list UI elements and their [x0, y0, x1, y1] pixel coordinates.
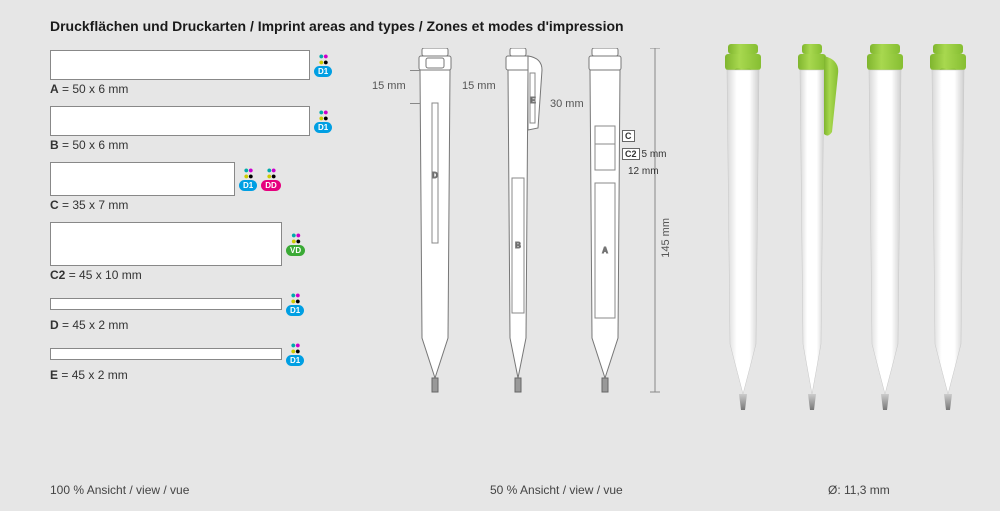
svg-text:A: A	[602, 246, 608, 255]
imprint-label-e: E = 45 x 2 mm	[50, 368, 350, 382]
imprint-label-a: A = 50 x 6 mm	[50, 82, 350, 96]
imprint-row-a: ●●●● D1 A = 50 x 6 mm	[50, 50, 350, 96]
print-tag: ●●●● DD	[261, 167, 281, 191]
print-tag: ●●●● D1	[314, 53, 332, 77]
tag-pill: D1	[239, 180, 257, 191]
footer-left: 100 % Ansicht / view / vue	[50, 483, 189, 497]
imprint-bar-a	[50, 50, 310, 80]
tag-pill: D1	[286, 355, 304, 366]
imprint-label-c: C = 35 x 7 mm	[50, 198, 350, 212]
imprint-label-b: B = 50 x 6 mm	[50, 138, 350, 152]
dim-length: 145 mm	[660, 218, 672, 258]
svg-text:E: E	[530, 96, 536, 105]
imprint-bar-c2	[50, 222, 282, 266]
imprint-row-c: ●●●● D1 ●●●● DD C = 35 x 7 mm	[50, 162, 350, 212]
dim-offset-front: 15 mm	[372, 80, 406, 92]
print-tag: ●●●● D1	[314, 109, 332, 133]
tag-pill: D1	[314, 66, 332, 77]
dim-offset-back: 30 mm	[550, 98, 584, 110]
svg-text:D: D	[432, 171, 438, 180]
print-tag: ●●●● VD	[286, 232, 305, 256]
tag-pill: D1	[286, 305, 304, 316]
pen-render-front-icon	[725, 44, 761, 410]
imprint-row-b: ●●●● D1 B = 50 x 6 mm	[50, 106, 350, 152]
pen-render-back-icon	[867, 44, 903, 410]
imprint-row-d: ●●●● D1 D = 45 x 2 mm	[50, 292, 350, 332]
page-title: Druckflächen und Druckarten / Imprint ar…	[50, 18, 624, 34]
pen-front-icon: D	[419, 48, 451, 392]
imprint-bar-b	[50, 106, 310, 136]
imprint-row-c2: ●●●● VD C2 = 45 x 10 mm	[50, 222, 350, 282]
tag-pill: D1	[314, 122, 332, 133]
pen-back-icon: A	[589, 48, 621, 392]
pen-render-side-icon	[798, 44, 838, 410]
print-tag: ●●●● D1	[286, 292, 304, 316]
imprint-label-d: D = 45 x 2 mm	[50, 318, 350, 332]
callout-c2: C25 mm	[622, 148, 667, 160]
print-tag: ●●●● D1	[286, 342, 304, 366]
imprint-areas-column: ●●●● D1 A = 50 x 6 mm ●●●● D1 B = 50 x 6…	[50, 50, 350, 392]
tag-pill: DD	[261, 180, 281, 191]
callout-c: C	[622, 130, 637, 142]
svg-text:B: B	[515, 241, 521, 250]
print-tag: ●●●● D1	[239, 167, 257, 191]
imprint-bar-d	[50, 298, 282, 310]
callout-c2-gap: 12 mm	[628, 166, 659, 177]
pen-side-icon: E B	[506, 48, 542, 392]
dim-offset-side: 15 mm	[462, 80, 496, 92]
footer-right: Ø: 11,3 mm	[828, 483, 890, 497]
pen-product-renders	[710, 44, 970, 464]
tag-pill: VD	[286, 245, 305, 256]
pen-technical-drawings: D E B A	[370, 48, 670, 458]
imprint-bar-c	[50, 162, 235, 196]
pen-render-alt-icon	[930, 44, 966, 410]
footer-mid: 50 % Ansicht / view / vue	[490, 483, 623, 497]
imprint-bar-e	[50, 348, 282, 360]
imprint-row-e: ●●●● D1 E = 45 x 2 mm	[50, 342, 350, 382]
imprint-label-c2: C2 = 45 x 10 mm	[50, 268, 350, 282]
